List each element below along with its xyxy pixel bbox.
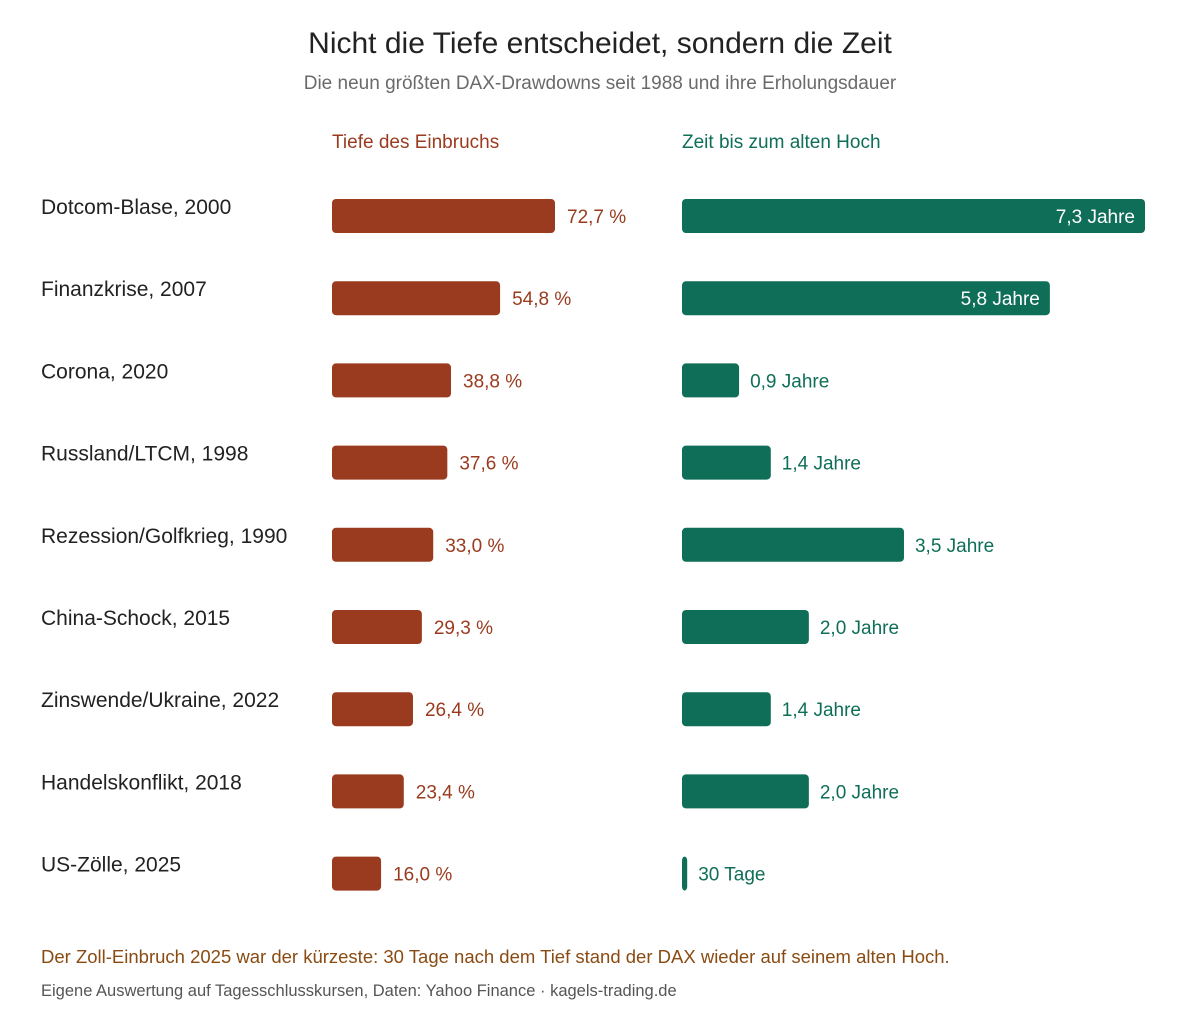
recovery-value-label: 1,4 Jahre bbox=[782, 454, 861, 475]
depth-value-label: 26,4 % bbox=[425, 700, 484, 721]
depth-value-label: 29,3 % bbox=[434, 618, 493, 639]
recovery-value-label: 1,4 Jahre bbox=[782, 700, 861, 721]
depth-value-label: 23,4 % bbox=[416, 782, 475, 803]
depth-bar bbox=[332, 856, 382, 891]
row-label: Zinswende/Ukraine, 2022 bbox=[41, 689, 279, 712]
recovery-value-label: 5,8 Jahre bbox=[961, 289, 1040, 310]
depth-value-label: 33,0 % bbox=[445, 536, 504, 557]
chart-title: Nicht die Tiefe entscheidet, sondern die… bbox=[308, 27, 892, 60]
row-label: US-Zölle, 2025 bbox=[41, 854, 181, 877]
row-label: Rezession/Golfkrieg, 1990 bbox=[41, 525, 287, 548]
recovery-value-label: 2,0 Jahre bbox=[820, 782, 899, 803]
depth-value-label: 16,0 % bbox=[393, 865, 452, 886]
depth-value-label: 72,7 % bbox=[567, 207, 626, 228]
source-note: Eigene Auswertung auf Tagesschlusskursen… bbox=[41, 982, 677, 1000]
depth-bar bbox=[332, 610, 422, 644]
row-label: China-Schock, 2015 bbox=[41, 607, 230, 630]
recovery-bar bbox=[682, 445, 771, 480]
recovery-bar bbox=[682, 610, 809, 644]
depth-bar bbox=[332, 774, 404, 809]
column-header-recovery-time: Zeit bis zum alten Hoch bbox=[682, 132, 881, 153]
depth-bar bbox=[332, 445, 448, 480]
recovery-value-label: 0,9 Jahre bbox=[750, 371, 829, 392]
row-label: Dotcom-Blase, 2000 bbox=[41, 196, 231, 219]
recovery-value-label: 3,5 Jahre bbox=[915, 536, 994, 557]
depth-value-label: 37,6 % bbox=[459, 454, 518, 475]
depth-bar bbox=[332, 281, 501, 316]
chart-subtitle: Die neun größten DAX-Drawdowns seit 1988… bbox=[304, 73, 897, 94]
column-header-depth: Tiefe des Einbruchs bbox=[332, 132, 499, 153]
row-label: Handelskonflikt, 2018 bbox=[41, 771, 242, 794]
depth-value-label: 54,8 % bbox=[512, 289, 571, 310]
row-label: Finanzkrise, 2007 bbox=[41, 278, 207, 301]
recovery-bar bbox=[682, 692, 771, 727]
row-label: Corona, 2020 bbox=[41, 360, 168, 383]
footnote-highlight: Der Zoll-Einbruch 2025 war der kürzeste:… bbox=[41, 946, 950, 967]
recovery-bar bbox=[682, 774, 809, 809]
recovery-value-label: 30 Tage bbox=[698, 865, 765, 886]
recovery-value-label: 2,0 Jahre bbox=[820, 618, 899, 639]
recovery-bar bbox=[682, 856, 688, 891]
recovery-bar bbox=[682, 199, 1145, 233]
depth-bar bbox=[332, 692, 413, 727]
row-label: Russland/LTCM, 1998 bbox=[41, 443, 248, 466]
depth-bar bbox=[332, 199, 555, 233]
recovery-bar bbox=[682, 363, 740, 398]
depth-bar bbox=[332, 363, 452, 398]
depth-bar bbox=[332, 527, 434, 562]
recovery-bar bbox=[682, 281, 1050, 316]
depth-value-label: 38,8 % bbox=[463, 371, 522, 392]
recovery-value-label: 7,3 Jahre bbox=[1056, 207, 1135, 228]
recovery-bar bbox=[682, 527, 904, 562]
bar-rows: Dotcom-Blase, 2000 72,7 % 7,3 Jahre Finanzk… bbox=[41, 196, 1145, 891]
